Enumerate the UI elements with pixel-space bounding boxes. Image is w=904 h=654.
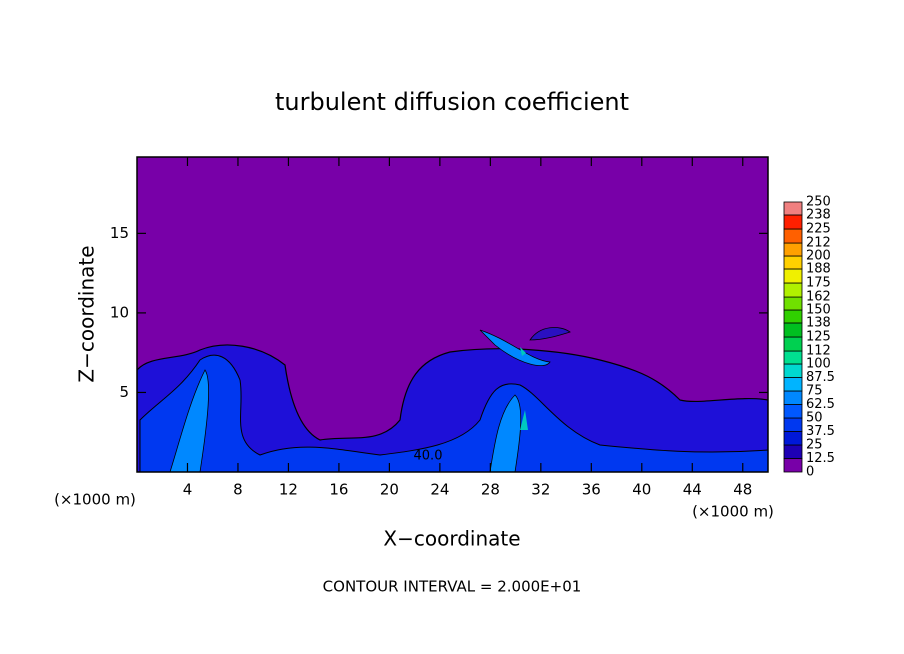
colorbar-label: 62.5	[806, 397, 835, 412]
x-tick-label: 40	[632, 481, 651, 499]
x-tick-label: 24	[430, 481, 449, 499]
colorbar-box	[783, 242, 803, 257]
colorbar-box	[783, 296, 803, 311]
colorbar-box	[783, 458, 803, 473]
colorbar-box	[783, 282, 803, 298]
colorbar-box	[783, 228, 803, 244]
x-tick-label: 12	[279, 481, 298, 499]
colorbar-label: 25	[806, 438, 823, 453]
colorbar-label: 100	[806, 357, 831, 372]
colorbar-box	[783, 363, 803, 378]
field	[137, 157, 768, 472]
x-tick-label: 16	[329, 481, 348, 499]
colorbar-label: 125	[806, 330, 831, 345]
y-axis-label: Z−coordinate	[75, 245, 99, 382]
colorbar-label: 212	[806, 236, 831, 251]
colorbar-label: 75	[806, 384, 823, 399]
x-tick-label: 44	[683, 481, 702, 499]
x-tick-label: 48	[733, 481, 752, 499]
plot-frame	[136, 156, 769, 473]
colorbar-box	[783, 431, 803, 446]
y-tick-label: 15	[110, 224, 129, 242]
colorbar-box	[783, 377, 803, 392]
field-region	[139, 354, 768, 472]
field-region	[529, 327, 571, 341]
colorbar-box	[783, 201, 803, 216]
colorbar-box	[783, 417, 803, 432]
colorbar-label: 50	[806, 411, 823, 426]
colorbar-label: 225	[806, 222, 831, 237]
colorbar-box	[783, 322, 803, 338]
colorbar-label: 12.5	[806, 451, 835, 466]
colorbar-label: 87.5	[806, 370, 835, 385]
colorbar-label: 37.5	[806, 424, 835, 439]
field-region	[137, 344, 768, 472]
colorbar-label: 200	[806, 249, 831, 264]
chart-title: turbulent diffusion coefficient	[275, 88, 629, 116]
x-unit-label: (×1000 m)	[54, 491, 136, 509]
footer: CONTOUR INTERVAL = 2.000E+01	[323, 578, 582, 596]
colorbar-label: 0	[806, 465, 814, 480]
colorbar-box	[783, 390, 803, 405]
x-tick-label: 36	[582, 481, 601, 499]
x-axis-label: X−coordinate	[383, 527, 520, 551]
x-tick-label: 32	[531, 481, 550, 499]
colorbar-label: 150	[806, 303, 831, 318]
x-tick-label: 4	[183, 481, 193, 499]
colorbar-box	[783, 404, 803, 419]
x-tick-label: 28	[481, 481, 500, 499]
colorbar-label: 112	[806, 344, 831, 359]
colorbar-label: 238	[806, 207, 831, 222]
colorbar-box	[783, 309, 803, 324]
colorbar-box	[783, 350, 803, 365]
x-unit-label: (×1000 m)	[692, 503, 774, 521]
contour-label: 40.0	[414, 449, 443, 464]
colorbar-label: 175	[806, 276, 831, 291]
field-region	[169, 329, 551, 472]
colorbar-box	[783, 214, 803, 230]
colorbar-box	[783, 444, 803, 459]
colorbar-label: 162	[806, 290, 831, 305]
x-tick-label: 8	[233, 481, 243, 499]
colorbar-label: 138	[806, 315, 831, 330]
colorbar-box	[783, 255, 803, 270]
colorbar-box	[783, 336, 803, 352]
x-tick-label: 20	[380, 481, 399, 499]
colorbar-box	[783, 268, 803, 284]
y-tick-label: 10	[110, 303, 129, 321]
colorbar-label: 250	[806, 195, 831, 210]
y-tick-label: 5	[119, 383, 129, 401]
colorbar-label: 188	[806, 261, 831, 276]
